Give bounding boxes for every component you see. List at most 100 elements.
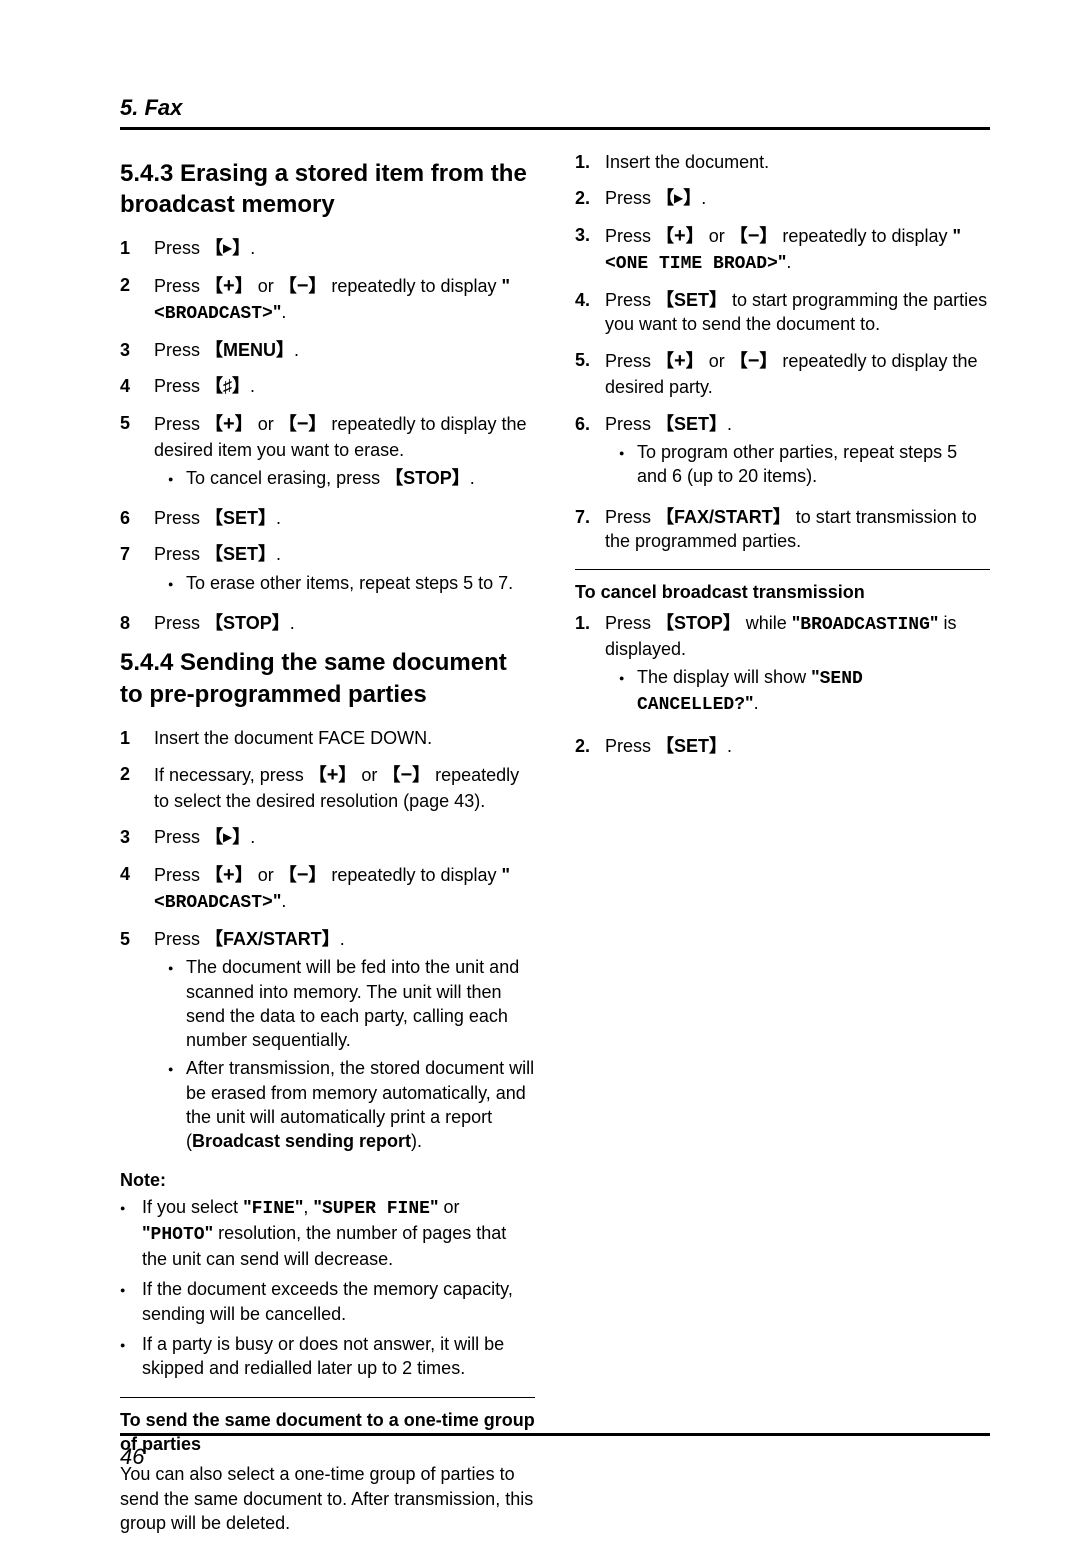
step: 6.Press SET.To program other parties, re… bbox=[575, 412, 990, 493]
step-body: Press SET. bbox=[154, 506, 535, 530]
step: 5Press FAX/START.The document will be fe… bbox=[120, 927, 535, 1158]
step: 3Press . bbox=[120, 825, 535, 849]
step: 2.Press . bbox=[575, 186, 990, 210]
bullet-text: If you select "FINE", "SUPER FINE" or "P… bbox=[142, 1195, 535, 1272]
bullet-dot-icon bbox=[168, 571, 186, 595]
step-number: 2 bbox=[120, 762, 154, 813]
step: 2If necessary, press or repeatedly to se… bbox=[120, 762, 535, 813]
step-number: 6 bbox=[120, 506, 154, 530]
note-bullet: If you select "FINE", "SUPER FINE" or "P… bbox=[120, 1195, 535, 1272]
step: 1.Press STOP while "BROADCASTING" is dis… bbox=[575, 611, 990, 722]
footer-rule bbox=[120, 1433, 990, 1436]
step-number: 2 bbox=[120, 273, 154, 326]
step-number: 8 bbox=[120, 611, 154, 635]
steps-cancel: 1.Press STOP while "BROADCASTING" is dis… bbox=[575, 611, 990, 758]
step: 2.Press SET. bbox=[575, 734, 990, 758]
step: 7Press SET.To erase other items, repeat … bbox=[120, 542, 535, 599]
right-column: 1.Insert the document.2.Press .3.Press o… bbox=[575, 150, 990, 1545]
step-body: Insert the document. bbox=[605, 150, 990, 174]
step-body: Insert the document FACE DOWN. bbox=[154, 726, 535, 750]
step-number: 3 bbox=[120, 338, 154, 362]
step-number: 5 bbox=[120, 927, 154, 1158]
step-body: Press FAX/START.The document will be fed… bbox=[154, 927, 535, 1158]
bullet-dot-icon bbox=[120, 1332, 142, 1381]
step-number: 5. bbox=[575, 348, 605, 399]
step-body: Press or repeatedly to display the desir… bbox=[154, 411, 535, 495]
step: 6Press SET. bbox=[120, 506, 535, 530]
step: 1Press . bbox=[120, 236, 535, 260]
bullet-dot-icon bbox=[120, 1195, 142, 1272]
bullet-text: If a party is busy or does not answer, i… bbox=[142, 1332, 535, 1381]
step-body: Press or repeatedly to display "<BROADCA… bbox=[154, 862, 535, 915]
step-number: 7 bbox=[120, 542, 154, 599]
step: 3Press MENU. bbox=[120, 338, 535, 362]
step-number: 1 bbox=[120, 726, 154, 750]
step-body: Press SET.To erase other items, repeat s… bbox=[154, 542, 535, 599]
step-body: If necessary, press or repeatedly to sel… bbox=[154, 762, 535, 813]
step: 4Press or repeatedly to display "<BROADC… bbox=[120, 862, 535, 915]
step-number: 4 bbox=[120, 862, 154, 915]
note-label: Note: bbox=[120, 1170, 535, 1191]
chapter-header: 5. Fax bbox=[120, 95, 990, 130]
step-bullets: To program other parties, repeat steps 5… bbox=[605, 440, 990, 489]
step-bullets: To erase other items, repeat steps 5 to … bbox=[154, 571, 535, 595]
bullet-dot-icon bbox=[168, 1056, 186, 1153]
left-column: 5.4.3 Erasing a stored item from the bro… bbox=[120, 150, 535, 1545]
step: 3.Press or repeatedly to display "<ONE T… bbox=[575, 223, 990, 276]
onetime-heading: To send the same document to a one-time … bbox=[120, 1408, 535, 1457]
step: 5Press or repeatedly to display the desi… bbox=[120, 411, 535, 495]
step-number: 2. bbox=[575, 734, 605, 758]
note-bullets: If you select "FINE", "SUPER FINE" or "P… bbox=[120, 1195, 535, 1381]
bullet: The document will be fed into the unit a… bbox=[154, 955, 535, 1052]
step: 2Press or repeatedly to display "<BROADC… bbox=[120, 273, 535, 326]
step-body: Press or repeatedly to display "<ONE TIM… bbox=[605, 223, 990, 276]
step-number: 3 bbox=[120, 825, 154, 849]
step-body: Press or repeatedly to display the desir… bbox=[605, 348, 990, 399]
step-bullets: To cancel erasing, press STOP. bbox=[154, 466, 535, 490]
step-body: Press . bbox=[154, 374, 535, 398]
step-number: 1. bbox=[575, 150, 605, 174]
step-number: 3. bbox=[575, 223, 605, 276]
bullet: To erase other items, repeat steps 5 to … bbox=[154, 571, 535, 595]
bullet: After transmission, the stored document … bbox=[154, 1056, 535, 1153]
bullet-text: The document will be fed into the unit a… bbox=[186, 955, 535, 1052]
steps-543: 1Press .2Press or repeatedly to display … bbox=[120, 236, 535, 635]
step-body: Press MENU. bbox=[154, 338, 535, 362]
step-number: 7. bbox=[575, 505, 605, 554]
cancel-heading: To cancel broadcast transmission bbox=[575, 580, 990, 604]
steps-onetime: 1.Insert the document.2.Press .3.Press o… bbox=[575, 150, 990, 553]
bullet-text: To program other parties, repeat steps 5… bbox=[637, 440, 990, 489]
content-columns: 5.4.3 Erasing a stored item from the bro… bbox=[120, 150, 990, 1545]
step-number: 6. bbox=[575, 412, 605, 493]
step-body: Press STOP. bbox=[154, 611, 535, 635]
onetime-para: You can also select a one-time group of … bbox=[120, 1462, 535, 1535]
step-bullets: The document will be fed into the unit a… bbox=[154, 955, 535, 1153]
step: 4Press . bbox=[120, 374, 535, 398]
step-body: Press or repeatedly to display "<BROADCA… bbox=[154, 273, 535, 326]
step-body: Press . bbox=[154, 236, 535, 260]
divider bbox=[120, 1397, 535, 1398]
bullet-text: To erase other items, repeat steps 5 to … bbox=[186, 571, 513, 595]
step-number: 5 bbox=[120, 411, 154, 495]
step-number: 1. bbox=[575, 611, 605, 722]
bullet: The display will show "SEND CANCELLED?". bbox=[605, 665, 990, 718]
step-number: 4. bbox=[575, 288, 605, 337]
bullet-dot-icon bbox=[120, 1277, 142, 1326]
note-bullet: If the document exceeds the memory capac… bbox=[120, 1277, 535, 1326]
step: 8Press STOP. bbox=[120, 611, 535, 635]
divider bbox=[575, 569, 990, 570]
bullet-text: If the document exceeds the memory capac… bbox=[142, 1277, 535, 1326]
step-body: Press . bbox=[605, 186, 990, 210]
page-number: 46 bbox=[120, 1444, 144, 1470]
step: 1.Insert the document. bbox=[575, 150, 990, 174]
steps-544: 1Insert the document FACE DOWN.2If neces… bbox=[120, 726, 535, 1158]
bullet-dot-icon bbox=[619, 440, 637, 489]
step-body: Press STOP while "BROADCASTING" is displ… bbox=[605, 611, 990, 722]
step-body: Press SET.To program other parties, repe… bbox=[605, 412, 990, 493]
step: 1Insert the document FACE DOWN. bbox=[120, 726, 535, 750]
step-body: Press SET. bbox=[605, 734, 990, 758]
heading-543: 5.4.3 Erasing a stored item from the bro… bbox=[120, 158, 535, 220]
step-body: Press . bbox=[154, 825, 535, 849]
step-body: Press FAX/START to start transmission to… bbox=[605, 505, 990, 554]
bullet-text: The display will show "SEND CANCELLED?". bbox=[637, 665, 990, 718]
